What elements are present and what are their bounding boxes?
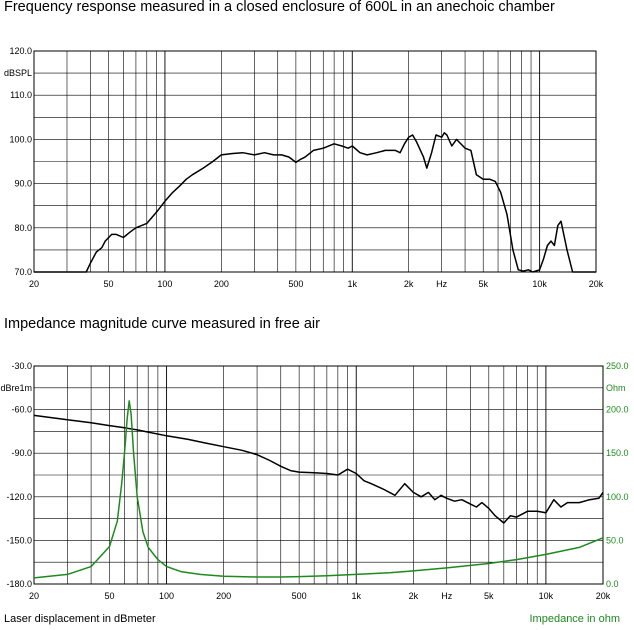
imp-y-tick-label: -120.0 <box>6 492 32 502</box>
freq-x-tick-label: 20 <box>29 279 39 289</box>
impedance-chart-title: Impedance magnitude curve measured in fr… <box>4 316 320 332</box>
freq-x-tick-label: 500 <box>288 279 303 289</box>
freq-x-tick-label: 2k <box>404 279 414 289</box>
imp-y2-tick-label: 0.0 <box>606 579 619 589</box>
freq-x-tick-label: 1k <box>348 279 358 289</box>
imp-x-tick-label: 20 <box>29 591 39 601</box>
freq-y-tick-label: 110.0 <box>10 90 32 100</box>
imp-y-unit-label: dBre1m <box>0 383 32 393</box>
imp-plot-frame <box>33 365 604 585</box>
imp-x-tick-label: 50 <box>104 591 114 601</box>
imp-y2-tick-label: 50.0 <box>606 535 624 545</box>
freq-x-tick-label: 50 <box>104 279 114 289</box>
freq-y-tick-label: 90.0 <box>14 179 32 189</box>
imp-y-tick-label: -150.0 <box>6 535 32 545</box>
freq-y-tick-label: 120.0 <box>9 46 32 56</box>
impedance-line <box>33 400 604 579</box>
freq-x-tick-label: 200 <box>214 279 229 289</box>
freq-y-tick-label: 80.0 <box>14 223 32 233</box>
freq-y-unit-label: dBSPL <box>4 68 32 78</box>
freq-x-tick-label: 10k <box>532 279 547 289</box>
imp-x-tick-label: 10k <box>539 591 554 601</box>
imp-x-tick-label: 20k <box>596 591 611 601</box>
imp-y-tick-label: -60.0 <box>11 405 32 415</box>
freq-x-tick-label: 100 <box>157 279 172 289</box>
freq-plot-frame <box>33 50 597 273</box>
frequency-chart-title: Frequency response measured in a closed … <box>4 0 555 15</box>
displacement-axis-caption: Laser displacement in dBmeter <box>4 613 156 625</box>
imp-x-tick-label: 1k <box>351 591 361 601</box>
imp-x-tick-label: 100 <box>159 591 174 601</box>
imp-x-tick-label: 200 <box>216 591 231 601</box>
imp-x-tick-label: Hz <box>441 591 452 601</box>
impedance-axis-caption: Impedance in ohm <box>529 613 621 625</box>
imp-y2-tick-label: 250.0 <box>606 361 629 371</box>
freq-y-tick-label: 100.0 <box>9 134 32 144</box>
displacement-line <box>33 414 604 524</box>
freq-x-tick-label: Hz <box>436 279 447 289</box>
imp-y2-unit-label: Ohm <box>606 383 626 393</box>
imp-x-tick-label: 2k <box>409 591 419 601</box>
imp-y2-tick-label: 150.0 <box>606 448 629 458</box>
freq-y-tick-label: 70.0 <box>14 267 32 277</box>
imp-y2-tick-label: 200.0 <box>606 405 629 415</box>
imp-y-tick-label: -90.0 <box>11 448 32 458</box>
imp-y-tick-label: -180.0 <box>6 579 32 589</box>
freq-x-tick-label: 5k <box>478 279 488 289</box>
freq-x-tick-label: 20k <box>589 279 604 289</box>
imp-y-tick-label: -30.0 <box>11 361 32 371</box>
frequency-response-line <box>34 132 596 273</box>
imp-x-tick-label: 500 <box>292 591 307 601</box>
imp-y2-tick-label: 100.0 <box>606 492 629 502</box>
imp-x-tick-label: 5k <box>484 591 494 601</box>
